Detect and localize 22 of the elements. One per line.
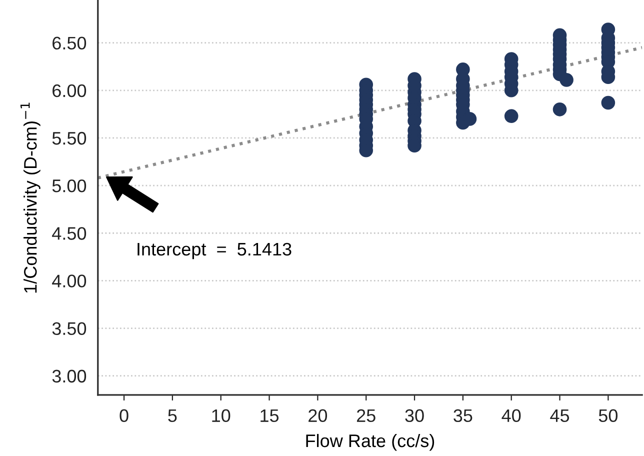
x-tick-label: 10 [212, 409, 230, 422]
annotation: Intercept = 5.1413 [138, 242, 292, 260]
y-tick-label: 3.00 [52, 370, 86, 383]
y-tick-label: 5.00 [52, 179, 86, 192]
x-tick-label: 50 [598, 409, 618, 422]
x-tick-label: 45 [550, 409, 570, 422]
x-tick-label: 30 [405, 409, 424, 422]
y-tick-label: 4.00 [52, 274, 86, 288]
x-tick-label: 35 [454, 409, 472, 422]
x-tick-label: 5 [168, 409, 177, 422]
y-tick-label: 5.50 [52, 132, 86, 145]
x-tick-label: 15 [260, 409, 279, 422]
y-tick-label: 3.50 [52, 322, 86, 336]
y-axis-title: 1/Conductivity (D-cm)$^{−1}$ [20, 102, 40, 293]
x-tick-label: 25 [356, 409, 376, 422]
x-tick-label: 40 [502, 409, 521, 422]
x-tick-label: 20 [308, 409, 328, 422]
y-tick-label: 4.50 [52, 227, 86, 240]
x-tick-label: 0 [120, 409, 128, 422]
y-tick-label: 6.50 [52, 36, 86, 50]
y-tick-label: 6.00 [52, 84, 86, 98]
x-axis-title: Flow Rate (cc/s) [306, 434, 434, 451]
